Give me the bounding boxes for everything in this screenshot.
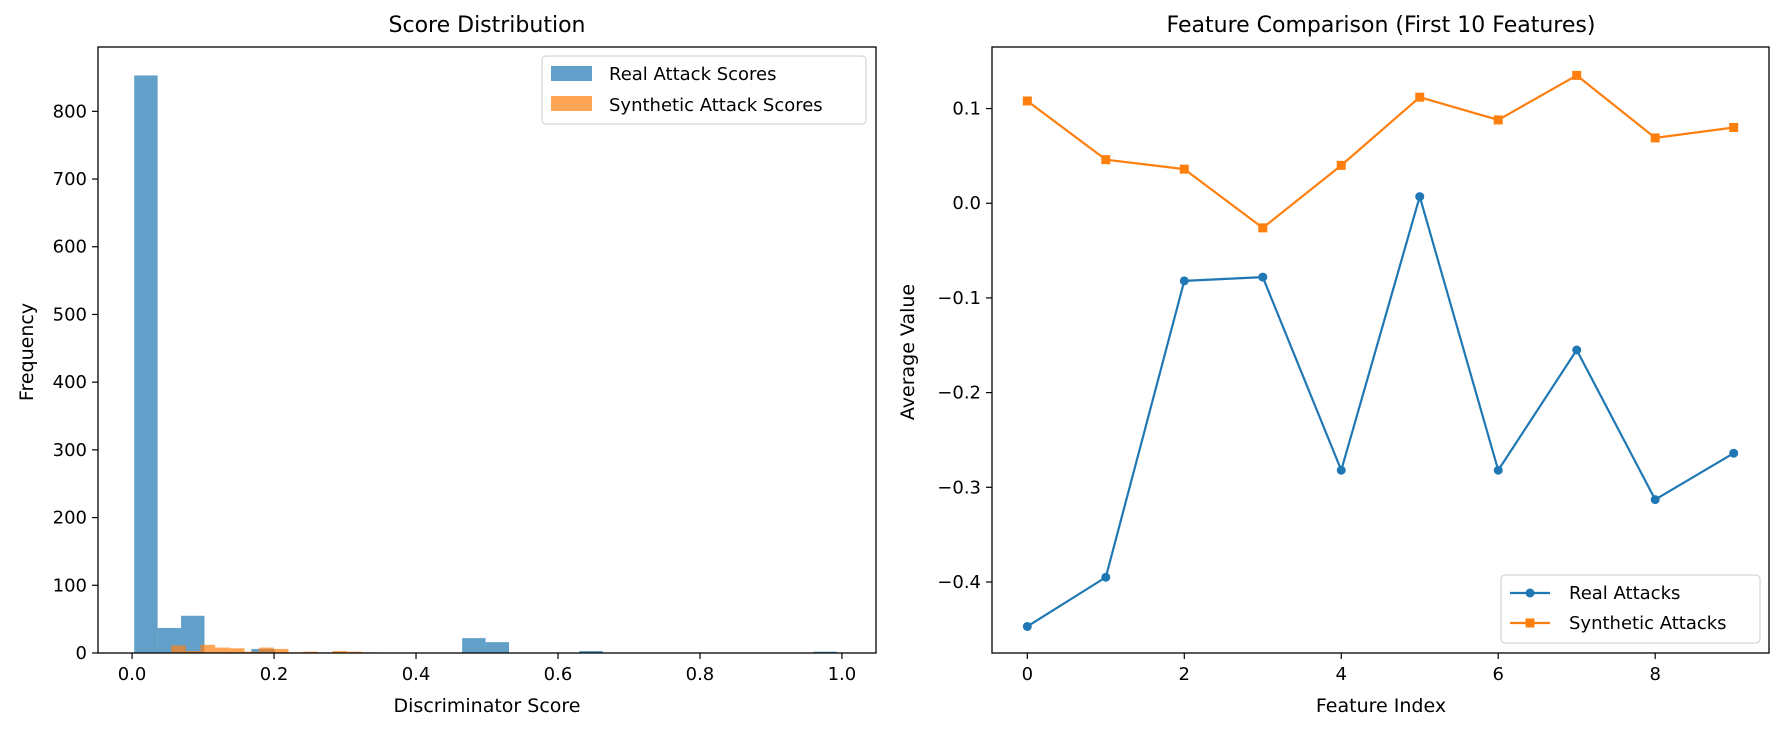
legend-swatch-synthetic-attack-scores [551,96,592,111]
line-series-real-attacks [1022,192,1739,631]
y-tick-label: 100 [53,575,87,596]
data-point [1493,115,1503,125]
legend-box [541,55,867,125]
x-tick-label: 2 [1179,664,1190,685]
histogram-x-axis-label: Discriminator Score [394,695,581,717]
histogram-bar [244,651,260,653]
x-tick-label: 0.2 [260,664,289,685]
x-tick-label: 0.0 [118,664,147,685]
histogram-plot-frame [97,46,877,654]
y-tick-label: −0.1 [937,288,981,309]
x-tick-label: 6 [1493,664,1504,685]
line-chart-x-axis-label: Feature Index [1316,695,1446,717]
line-chart-panel: Feature Comparison (First 10 Features) F… [897,13,1770,717]
legend-box [1500,574,1761,644]
series-line [1026,74,1734,229]
histogram-legend: Real Attack Scores Synthetic Attack Scor… [541,55,867,125]
histogram-bar [813,651,837,653]
line-series-synthetic-attacks [1022,70,1739,233]
y-tick-label: 700 [53,169,87,190]
histogram-ticks: 0.0 0.2 0.4 0.6 0.8 1.0 0 100 200 300 400 500 600 700… [53,101,857,685]
y-tick-label: 500 [53,304,87,325]
histogram-bar [185,650,201,653]
bar-series-synthetic-attack-scores [171,644,377,653]
legend-marker-synthetic-attacks [1525,618,1535,628]
bar-series-real-attack-scores [134,75,837,653]
y-tick-label: 600 [53,237,87,258]
histogram-bar [332,650,348,653]
y-tick-label: −0.3 [937,477,981,498]
y-tick-label: 400 [53,372,87,393]
histogram-bar [229,648,245,653]
line-chart-y-axis-label: Average Value [897,284,919,420]
histogram-bar [259,647,274,653]
y-tick-label: −0.4 [937,572,981,593]
data-point [1415,192,1425,202]
histogram-bar [200,644,216,653]
data-point [1493,465,1503,475]
legend-label-real-attack-scores: Real Attack Scores [609,64,777,85]
histogram-title: Score Distribution [389,13,586,38]
line-chart-ticks: 0 2 4 6 8 −0.4 −0.3 −0.2 −0.1 0.0 0.1 [937,99,1661,685]
histogram-bar [303,651,318,653]
y-tick-label: 0.0 [952,193,981,214]
line-chart-series [1022,70,1739,631]
line-chart-title: Feature Comparison (First 10 Features) [1167,13,1596,38]
x-tick-label: 4 [1336,664,1347,685]
series-line [1026,195,1735,628]
line-chart-plot-frame [991,46,1770,654]
x-tick-label: 0 [1022,664,1033,685]
data-point [1258,272,1268,282]
y-tick-label: 0.1 [952,99,981,120]
y-tick-label: 0 [76,643,87,664]
histogram-bar [134,75,158,653]
data-point [1179,164,1189,174]
y-tick-label: 300 [53,440,87,461]
data-point [1572,345,1582,355]
histogram-bar [215,647,230,653]
histogram-bar [347,651,362,653]
data-point [1729,122,1739,132]
histogram-bar [171,645,186,653]
histogram-bar [462,638,486,653]
data-point [1572,70,1582,80]
data-point [1258,223,1268,233]
data-point [1336,465,1346,475]
data-point [1101,572,1111,582]
data-point [1179,276,1189,286]
data-point [1022,621,1032,631]
legend-marker-real-attacks [1525,588,1535,598]
histogram-bars [134,75,837,653]
line-chart-legend: Real Attacks Synthetic Attacks [1500,574,1761,644]
x-tick-label: 1.0 [828,664,857,685]
histogram-bar [579,650,603,653]
y-tick-label: −0.2 [937,383,981,404]
y-tick-label: 200 [53,508,87,529]
data-point [1650,133,1660,143]
histogram-bar [485,642,510,653]
legend-label-real-attacks: Real Attacks [1569,583,1680,604]
legend-swatch-real-attack-scores [551,66,592,81]
data-point [1022,96,1032,106]
histogram-bar [181,615,205,653]
x-tick-label: 0.8 [686,664,715,685]
legend-label-synthetic-attack-scores: Synthetic Attack Scores [609,95,823,116]
x-tick-label: 0.4 [402,664,431,685]
histogram-bar [273,648,289,653]
histogram-y-axis-label: Frequency [16,303,38,401]
data-point [1729,448,1739,458]
y-tick-label: 800 [53,101,87,122]
data-point [1101,155,1111,165]
x-tick-label: 8 [1649,664,1660,685]
x-tick-label: 0.6 [544,664,573,685]
data-point [1336,160,1346,170]
legend-label-synthetic-attacks: Synthetic Attacks [1569,613,1727,634]
histogram-panel: Score Distribution Discriminator Score F… [16,13,877,717]
data-point [1650,495,1660,505]
data-point [1415,92,1425,102]
